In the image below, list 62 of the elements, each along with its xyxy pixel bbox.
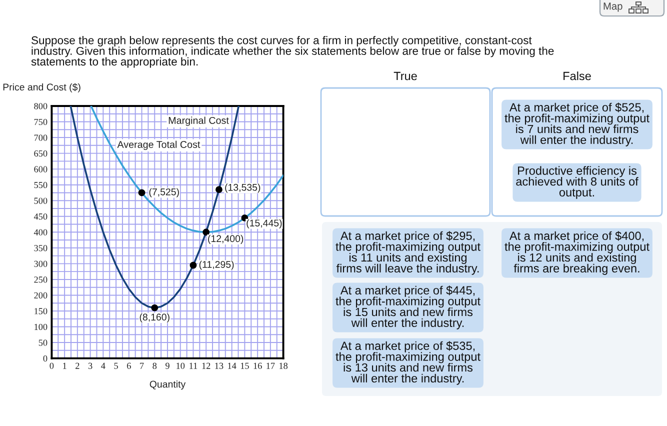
x-tick-label: 6 [127, 362, 131, 369]
annotation: (11,295) [199, 260, 234, 270]
point [202, 228, 210, 236]
point [215, 186, 222, 194]
y-tick-label: 150 [34, 308, 48, 314]
text: Productive efficiency is achieved with 8 units of output. [516, 166, 638, 199]
y-tick-label: 200 [34, 292, 48, 298]
x-tick-label: 13 [215, 362, 224, 369]
x-tick-label: 10 [176, 362, 185, 369]
x-tick-label: 17 [266, 362, 275, 369]
annotation: (12,400) [208, 234, 244, 244]
x-tick-label: 4 [101, 362, 106, 369]
series-label: Average Total Cost [117, 140, 200, 150]
y-tick-label: 600 [34, 166, 48, 172]
chart-title: Suppose the graph below represents the cost curves for a firm in perfectly competitive, constant-cost industry. Given this information, indicate whether the six statements below are true or false by moving the statements to the appropriate bin. [31, 36, 554, 68]
annotation: (13,535) [225, 184, 260, 193]
y-tick-label: 650 [34, 150, 48, 157]
y-axis-title: Price and Cost ($) [3, 83, 80, 92]
x-tick-label: 15 [240, 362, 249, 369]
x-tick-label: 1 [63, 362, 66, 369]
text: At a market price of $525, the profit-maximizing output is 7 units and new firms will enter the industry. [504, 102, 650, 146]
x-tick-label: 7 [140, 362, 144, 369]
x-tick-label: 14 [228, 362, 236, 369]
y-tick-label: 400 [34, 229, 48, 236]
x-axis-title: Quantity [150, 380, 186, 390]
x-tick-label: 9 [166, 362, 170, 369]
series-label: Marginal Cost [168, 116, 229, 126]
y-tick-label: 550 [34, 182, 48, 188]
x-tick-label: 2 [76, 362, 80, 369]
point [151, 304, 158, 312]
text: At a market price of $445, the profit-maximizing output is 15 units and new firms will enter the industry. [336, 286, 480, 330]
x-tick-label: 3 [88, 362, 92, 369]
y-tick-label: 0 [43, 355, 48, 362]
annotation: (7,525) [149, 188, 179, 198]
point [138, 189, 146, 196]
annotation: (8,160) [140, 313, 170, 322]
y-tick-label: 250 [34, 276, 48, 283]
text: At a market price of $535, the profit-maximizing output is 13 units and new firms will enter the industry. [336, 341, 480, 385]
y-tick-label: 800 [34, 103, 48, 110]
text: False [564, 72, 591, 80]
y-tick-label: 750 [34, 118, 48, 126]
x-tick-label: 18 [280, 362, 288, 369]
y-tick-label: 700 [34, 134, 48, 141]
x-tick-label: 16 [254, 362, 262, 369]
point [241, 214, 248, 222]
y-tick-label: 450 [34, 213, 48, 220]
text: At a market price of $295, the profit-maximizing output is 11 units and existing firms will leave the industry. [336, 231, 480, 275]
x-tick-label: 5 [114, 362, 118, 369]
text: True [394, 72, 417, 80]
y-tick-label: 100 [34, 324, 48, 330]
point [190, 262, 197, 269]
y-tick-label: 50 [38, 340, 48, 346]
text: Map [604, 2, 622, 12]
x-tick-label: 8 [152, 362, 157, 369]
x-tick-label: 12 [202, 362, 210, 369]
x-tick-label: 11 [190, 362, 198, 369]
text: At a market price of $400, the profit-maximizing output is 12 units and existing firms are breaking even. [504, 231, 650, 275]
annotation: (15,445) [246, 219, 282, 228]
x-tick-label: 0 [50, 362, 54, 369]
y-tick-label: 500 [34, 198, 48, 204]
y-tick-label: 300 [34, 260, 48, 267]
y-tick-label: 350 [34, 245, 48, 252]
